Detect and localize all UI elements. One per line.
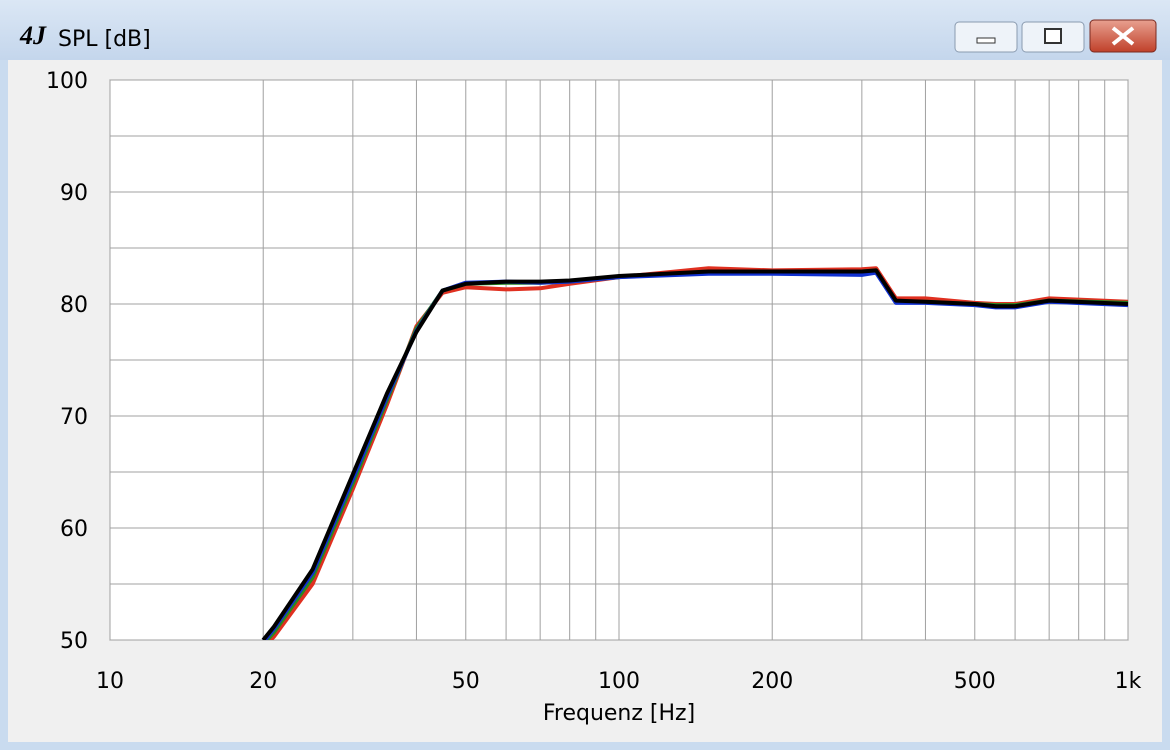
x-tick-label: 20 [249,669,277,694]
y-tick-label: 50 [60,629,88,654]
y-tick-label: 70 [60,405,88,430]
minimize-button[interactable] [954,21,1018,53]
y-tick-label: 100 [46,69,88,94]
series-line [261,268,1128,640]
minimize-icon [976,37,996,44]
x-tick-label: 1k [1115,669,1142,694]
x-tick-label: 500 [954,669,996,694]
y-tick-label: 60 [60,517,88,542]
x-axis-label: Frequenz [Hz] [543,701,695,726]
maximize-icon [1044,28,1062,44]
close-icon [1111,26,1135,46]
app-icon: 4J [19,21,47,50]
window-title: SPL [dB] [58,27,151,52]
x-tick-label: 100 [598,669,640,694]
y-tick-label: 80 [60,293,88,318]
x-tick-label: 50 [452,669,480,694]
y-tick-label: 90 [60,181,88,206]
x-tick-label: 10 [96,669,124,694]
x-tick-label: 200 [751,669,793,694]
